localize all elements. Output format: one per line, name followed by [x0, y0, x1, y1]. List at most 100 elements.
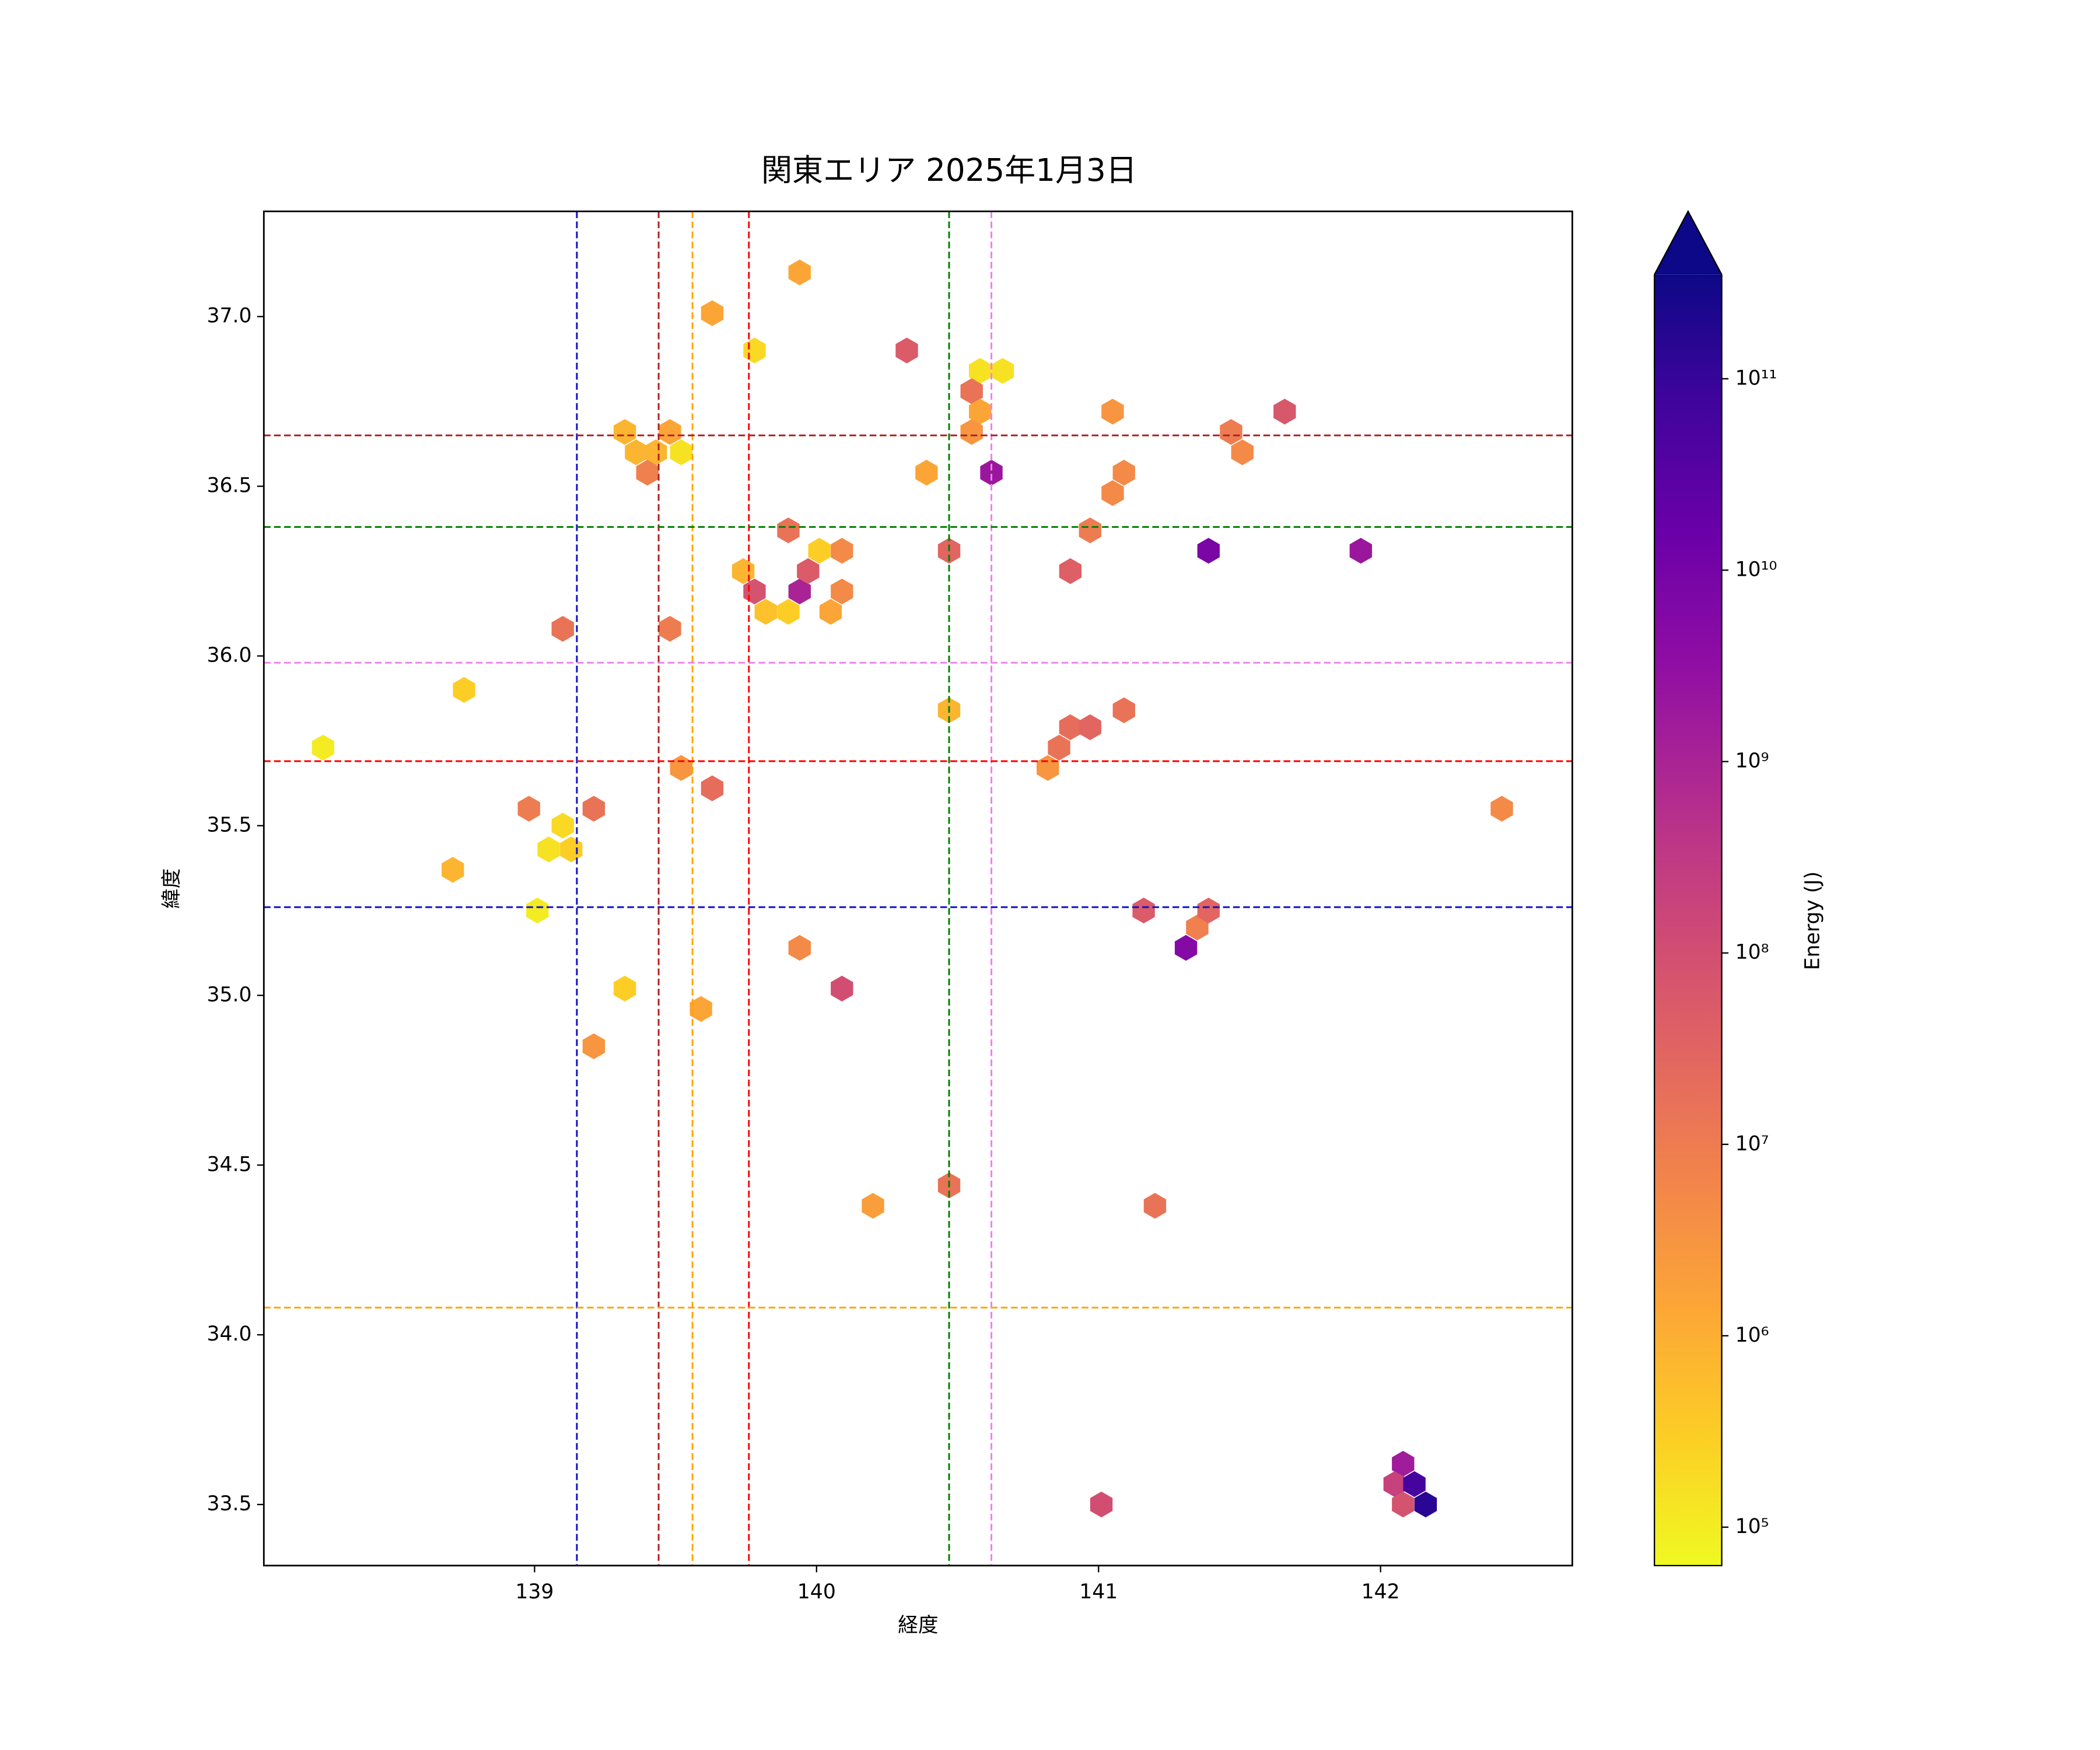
hexbin-cell: [1383, 1471, 1406, 1497]
hexbin-cell: [1273, 398, 1296, 425]
colorbar-gradient: [1654, 274, 1722, 1566]
hexbin-cell: [701, 300, 724, 327]
chart-title: 関東エリア 2025年1月3日: [761, 152, 1137, 188]
colorbar-tick-label: 10⁷: [1735, 1132, 1769, 1156]
hexbin-cell: [701, 775, 724, 802]
hexbin-cell: [1197, 897, 1220, 924]
hexbin-cell: [453, 677, 475, 703]
y-tick-label: 34.5: [206, 1153, 251, 1176]
colorbar-extend-arrow: [1654, 211, 1722, 275]
hexbin-cell: [831, 975, 853, 1002]
hexbin-cell: [582, 1033, 606, 1059]
hexbin-cell: [1197, 537, 1220, 564]
hexbin-cell: [1392, 1451, 1415, 1477]
hexbin-cell: [551, 615, 574, 642]
hexbin-cell: [1490, 796, 1513, 822]
colorbar-outline: [1653, 209, 1723, 1566]
plot-area: [264, 211, 1573, 1566]
hexbin-cell: [1143, 1192, 1167, 1219]
y-axis-label: 緯度: [160, 868, 183, 908]
colorbar-label: Energy (J): [1801, 872, 1824, 970]
hexbin-cell: [1231, 439, 1254, 466]
hexbin-cell: [991, 358, 1014, 384]
hexbin-cell: [1101, 480, 1124, 506]
x-tick-label: 142: [1362, 1580, 1400, 1604]
hexbin-cell: [1414, 1491, 1437, 1518]
hexbin-cell: [1079, 714, 1101, 740]
hexbin-cell: [1403, 1471, 1426, 1497]
hexbin-cell: [1090, 1491, 1113, 1518]
hexbin-cell: [969, 358, 992, 384]
hexbin-cell: [831, 537, 853, 564]
hexbin-cell: [1174, 935, 1198, 961]
hexbin-cell: [808, 537, 831, 564]
hexbin-cell: [1079, 517, 1101, 544]
hexbin-cell: [1059, 714, 1082, 740]
hexbin-cell: [442, 856, 464, 883]
hexbin-cell: [690, 996, 712, 1022]
hexbin-cell: [1101, 398, 1124, 425]
hexbin-cell: [788, 259, 811, 286]
hexbin-cell: [1392, 1491, 1415, 1518]
hexbin-cell: [613, 975, 636, 1002]
hexbin-cell: [312, 734, 335, 761]
y-tick-label: 37.0: [206, 304, 251, 328]
hexbin-cell: [1132, 897, 1155, 924]
hexbin-cell: [659, 419, 681, 445]
x-tick-label: 139: [515, 1580, 554, 1604]
hexbin-cell: [980, 460, 1003, 486]
hexbin-cell: [526, 897, 549, 924]
colorbar-tick-label: 10¹¹: [1735, 366, 1777, 390]
hexbin-cell: [659, 615, 681, 642]
colorbar-tick-label: 10⁸: [1735, 941, 1769, 964]
hexbin-cell: [613, 419, 636, 445]
hexbin-cell: [797, 558, 820, 584]
x-tick-label: 141: [1079, 1580, 1118, 1604]
y-tick-label: 36.5: [206, 474, 251, 498]
hexbin-cell: [1349, 537, 1372, 564]
hexbin-cell: [777, 598, 800, 625]
hexbin-cell: [969, 398, 992, 425]
colorbar: 10⁵ 10⁶ 10⁷ 10⁸ 10⁹ 10¹⁰ 10¹¹: [1653, 209, 1777, 1566]
colorbar-tick-label: 10¹⁰: [1735, 558, 1777, 581]
hexbin-cell: [537, 836, 560, 863]
y-tick-label: 35.5: [206, 813, 251, 836]
hexbin-cell: [788, 935, 811, 961]
hexbin-cell: [819, 598, 842, 625]
hexbin-cell: [582, 796, 606, 822]
hexbin-cell: [915, 460, 938, 486]
colorbar-tick-label: 10⁹: [1735, 750, 1769, 773]
hexbin-cell: [960, 378, 983, 404]
hexbin-cell: [670, 755, 692, 781]
hexbin-cell: [551, 813, 574, 839]
y-tick-label: 34.0: [206, 1322, 251, 1346]
hexbin-cell: [636, 460, 659, 486]
hexbin-cell: [1112, 697, 1135, 723]
x-axis-label: 経度: [898, 1614, 938, 1637]
hexbin-cell: [895, 337, 918, 364]
hexbin-cell: [862, 1192, 884, 1219]
colorbar-tick-label: 10⁶: [1735, 1324, 1769, 1347]
x-tick-label: 140: [797, 1580, 836, 1604]
hexbin-cell: [1048, 734, 1070, 761]
hexbin-cell: [1220, 419, 1242, 445]
hexbin-cell: [625, 439, 648, 466]
hexbin-cell: [831, 578, 853, 605]
hexbin-cell: [788, 578, 811, 605]
y-tick-label: 35.0: [206, 983, 251, 1006]
y-tick-label: 36.0: [206, 644, 251, 667]
hexbin-cell: [960, 419, 983, 445]
hexbin-cell: [1186, 914, 1209, 941]
hexbin-cell: [645, 439, 667, 466]
y-tick-label: 33.5: [206, 1492, 251, 1516]
colorbar-tick-label: 10⁵: [1735, 1515, 1769, 1538]
hexbin-cell: [777, 517, 800, 544]
hexbin-cell: [670, 439, 692, 466]
hexbin-cell: [1112, 460, 1135, 486]
hexbin-cell: [517, 796, 540, 822]
hexbin-cell: [754, 598, 777, 625]
hexbin-cell: [1059, 558, 1082, 584]
